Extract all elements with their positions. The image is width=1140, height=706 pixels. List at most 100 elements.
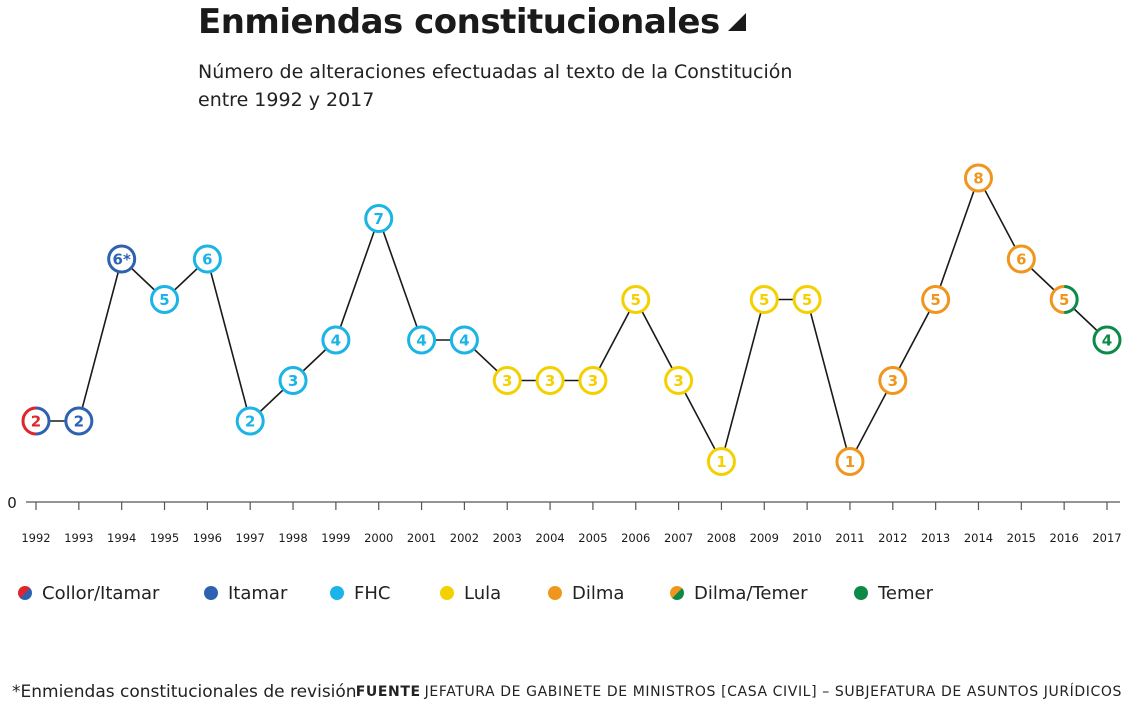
data-point: [878, 366, 908, 395]
data-label: 4: [331, 332, 341, 350]
data-point: [35, 406, 51, 436]
data-point: [64, 406, 94, 436]
chart-subtitle: Número de alteraciones efectuadas al tex…: [198, 61, 793, 111]
data-point: [792, 285, 822, 314]
data-point: [364, 204, 394, 233]
data-label: 6: [202, 251, 212, 269]
data-point-bg: [794, 286, 821, 313]
legend-label: Itamar: [228, 582, 288, 604]
data-label: 4: [1102, 332, 1112, 350]
data-point-bg: [751, 286, 778, 313]
data-label: 6: [1016, 251, 1026, 269]
data-label: 5: [802, 291, 812, 309]
x-tick-label: 2007: [664, 531, 693, 545]
legend-label: Dilma: [572, 582, 625, 604]
data-point: [21, 406, 37, 436]
data-point: [921, 285, 951, 314]
data-label: 1: [845, 453, 855, 471]
data-label: 2: [74, 413, 84, 431]
data-point: [1092, 325, 1122, 355]
data-point-bg: [322, 327, 349, 353]
x-tick-label: 2005: [578, 531, 607, 545]
x-tick-label: 2010: [792, 531, 821, 545]
x-tick-label: 1992: [21, 531, 50, 545]
data-label: 3: [888, 372, 898, 390]
x-tick-label: 1996: [193, 531, 222, 545]
data-point-bg: [922, 286, 949, 313]
x-tick-label: 2017: [1092, 531, 1121, 545]
x-tick-label: 2000: [364, 531, 393, 545]
source-credit: FUENTE JEFATURA DE GABINETE DE MINISTROS …: [356, 684, 1122, 700]
data-point-bg: [408, 327, 435, 353]
x-tick-label: 2014: [964, 531, 993, 545]
data-point: [621, 285, 651, 314]
data-label: 3: [673, 372, 683, 390]
legend-swatch: [440, 586, 454, 600]
data-point-bg: [1051, 286, 1078, 313]
legend-item: FHC: [330, 580, 390, 606]
x-tick-label: 2001: [407, 531, 436, 545]
chart-title-text: Enmiendas constitucionales: [198, 2, 720, 42]
x-tick-label: 2013: [921, 531, 950, 545]
data-label: 3: [502, 372, 512, 390]
legend: Collor/Itamar Itamar FHC Lula Dilma Dilma/Tem…: [18, 580, 1118, 606]
x-tick-label: 1997: [236, 531, 265, 545]
data-point-bg: [708, 448, 735, 475]
line-chart: 0 1992 1993 1994 1995 1996 1997 1998 1999 2000 200…: [7, 163, 1122, 545]
legend-item: Lula: [440, 580, 501, 606]
x-tick-label: 2004: [535, 531, 564, 545]
source-label: FUENTE: [355, 684, 421, 700]
x-tick-label: 1994: [107, 531, 136, 545]
chart-title: Enmiendas constitucionales: [198, 2, 746, 42]
legend-item: Collor/Itamar: [18, 580, 159, 606]
legend-swatch: [670, 586, 684, 600]
data-point: [1049, 285, 1065, 314]
data-point: [535, 366, 565, 395]
data-point-bg: [494, 367, 521, 394]
data-label: 4: [459, 332, 469, 350]
data-point-bg: [879, 367, 906, 394]
legend-label: Temer: [878, 582, 934, 604]
data-point-bg: [194, 246, 221, 272]
data-label: 8: [973, 170, 983, 188]
data-point-bg: [65, 408, 92, 434]
legend-swatch: [18, 586, 32, 600]
data-point: [1064, 285, 1079, 314]
x-tick-label: 2008: [707, 531, 736, 545]
data-point: [107, 244, 137, 274]
data-point-bg: [451, 327, 478, 353]
x-tick-label: 2012: [878, 531, 907, 545]
data-point-bg: [836, 448, 863, 475]
data-point: [664, 366, 694, 395]
legend-item: Dilma: [548, 580, 624, 606]
y-tick-label: 0: [7, 494, 17, 512]
data-point: [407, 325, 437, 355]
data-label: 2: [31, 413, 41, 431]
data-label: 4: [416, 332, 426, 350]
data-label: 7: [374, 210, 384, 228]
legend-swatch: [548, 586, 562, 600]
data-point-bg: [23, 408, 49, 434]
data-point: [192, 244, 222, 274]
x-tick-label: 1993: [64, 531, 93, 545]
data-point: [706, 447, 736, 476]
legend-label: FHC: [354, 582, 391, 604]
x-tick-label: 2015: [1007, 531, 1036, 545]
x-tick-label: 2002: [450, 531, 479, 545]
legend-item: Dilma/Temer: [670, 580, 808, 606]
legend-swatch: [330, 586, 344, 600]
data-label: 5: [759, 291, 769, 309]
data-point-bg: [237, 408, 264, 434]
legend-swatch: [854, 586, 868, 600]
data-point-bg: [965, 165, 992, 191]
data-point-bg: [579, 367, 606, 394]
data-point: [1006, 244, 1036, 274]
data-point-bg: [280, 367, 307, 394]
data-point: [835, 447, 865, 476]
data-point-bg: [665, 367, 692, 394]
x-tick-label: 2003: [493, 531, 522, 545]
data-label: 6*: [113, 251, 131, 269]
legend-label: Collor/Itamar: [42, 582, 160, 604]
x-tick-label: 1995: [150, 531, 179, 545]
data-label: 3: [545, 372, 555, 390]
